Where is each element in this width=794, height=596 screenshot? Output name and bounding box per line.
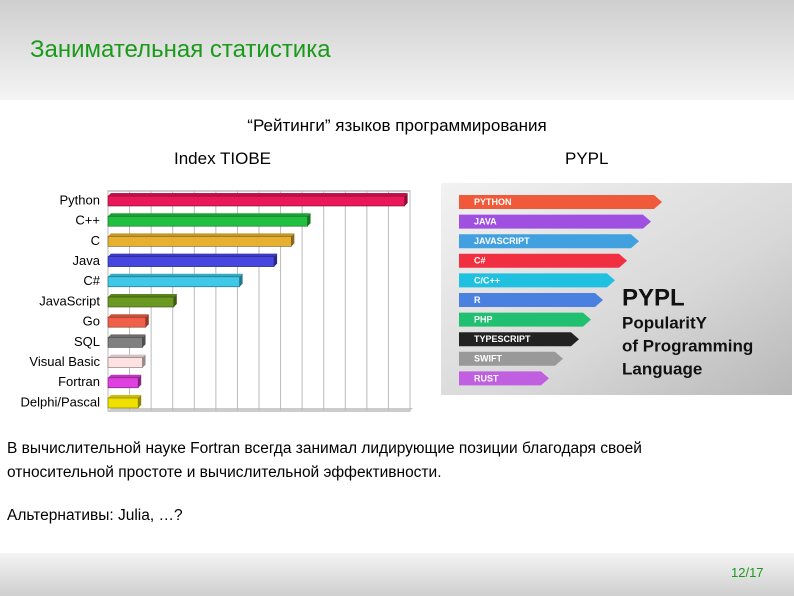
bar-top (108, 374, 142, 378)
pypl-caption: Language (622, 359, 702, 378)
bar (107, 377, 139, 389)
bar (107, 236, 292, 247)
category-label: SQL (74, 334, 100, 349)
page-number: 12/17 (731, 565, 764, 580)
bar-top (108, 334, 146, 338)
rank-label: JAVA (474, 216, 497, 226)
bar (107, 256, 275, 267)
bar-top (108, 294, 177, 297)
paragraph-line: относительной простоте и вычислительной … (7, 464, 442, 481)
rank-arrow (459, 351, 563, 366)
rank-label: C/C++ (474, 275, 500, 285)
rank-arrow (459, 273, 615, 288)
bar-top (108, 354, 146, 358)
bar (107, 337, 143, 348)
rank-label: TYPESCRIPT (474, 334, 531, 344)
rank-arrow (459, 214, 651, 229)
rank-label: JAVASCRIPT (474, 236, 530, 246)
rank-arrow (459, 293, 603, 307)
pypl-caption: PopularitY (622, 313, 708, 332)
alternatives: Альтернативы: Julia, …? (7, 507, 183, 524)
header-bar (0, 0, 794, 100)
subtitle: “Рейтинги” языков программирования (247, 116, 547, 135)
rank-label: R (474, 295, 481, 305)
bar-side (145, 314, 149, 328)
rank-arrow (459, 195, 662, 209)
bar (107, 215, 308, 227)
rank-label: C# (474, 256, 486, 266)
category-label: C# (83, 273, 100, 288)
bar-side (291, 233, 295, 247)
bar (107, 397, 139, 409)
rank-arrow (459, 253, 627, 268)
bar-side (142, 334, 146, 348)
bar-top (108, 253, 278, 257)
tiobe-chart: Python C++ C Java C# JavaScript Go SQL Visual Ba… (21, 190, 413, 412)
pypl-logo: PYPL (622, 284, 685, 311)
category-label: Go (83, 314, 100, 329)
bar-top (108, 314, 149, 318)
category-label: C++ (75, 213, 100, 228)
bar-top (108, 233, 295, 237)
footer-bar (0, 553, 794, 596)
bar (107, 296, 175, 308)
category-label: Delphi/Pascal (21, 394, 101, 409)
bar (107, 195, 405, 207)
bar-side (274, 253, 278, 267)
rank-label: RUST (474, 373, 499, 383)
bar-side (142, 354, 146, 368)
slide-title: Занимательная статистика (30, 36, 331, 63)
bar-top (108, 193, 408, 196)
bar (107, 276, 240, 288)
rank-label: PYTHON (474, 197, 512, 207)
tiobe-heading: Index TIOBE (174, 149, 272, 168)
plot-floor (108, 408, 413, 411)
category-label: JavaScript (39, 293, 100, 308)
pypl-image: PYTHON JAVA JAVASCRIPT C# C/C++ R PHP TYPESCRIP… (441, 183, 792, 395)
bar (107, 357, 143, 368)
paragraph-line: В вычислительной науке Fortran всегда за… (7, 440, 642, 457)
rank-label: PHP (474, 314, 493, 324)
bar-side (239, 273, 243, 287)
pypl-heading: PYPL (565, 149, 609, 168)
rank-arrow (459, 234, 639, 249)
bar-side (173, 294, 177, 307)
bar-side (138, 395, 142, 408)
rank-label: SWIFT (474, 354, 502, 364)
paragraph: В вычислительной науке Fortran всегда за… (7, 437, 642, 485)
rank-arrow (459, 312, 591, 327)
bar-side (404, 193, 408, 206)
bar (107, 316, 147, 328)
category-label: Java (73, 253, 101, 268)
pypl-caption: of Programming (622, 336, 753, 355)
category-label: Fortran (58, 374, 100, 389)
bar-side (138, 374, 142, 388)
rank-arrow (459, 371, 549, 386)
bar-top (108, 395, 142, 398)
bar-top (108, 273, 243, 277)
category-label: Visual Basic (29, 354, 100, 369)
category-label: Python (60, 192, 100, 207)
bar-side (307, 213, 311, 227)
bar-top (108, 213, 311, 217)
category-label: C (91, 233, 100, 248)
rank-arrow (459, 332, 579, 347)
